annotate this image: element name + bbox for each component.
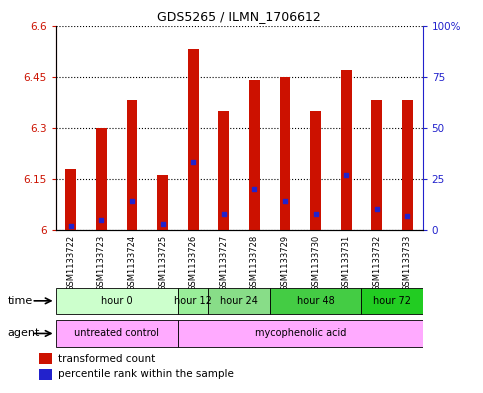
Text: GSM1133732: GSM1133732 (372, 234, 381, 291)
Text: GSM1133723: GSM1133723 (97, 234, 106, 291)
Bar (218, 111, 229, 230)
Point (251, 186, 258, 192)
Point (281, 198, 289, 204)
Bar (96, 128, 107, 230)
Text: GSM1133722: GSM1133722 (66, 234, 75, 290)
Text: GSM1133729: GSM1133729 (281, 234, 289, 290)
Text: mycophenolic acid: mycophenolic acid (255, 329, 346, 338)
Bar (371, 101, 382, 230)
Point (159, 220, 167, 227)
Bar (280, 77, 290, 230)
FancyBboxPatch shape (56, 288, 178, 314)
Text: untreated control: untreated control (74, 329, 159, 338)
Text: GSM1133725: GSM1133725 (158, 234, 167, 290)
Text: GSM1133730: GSM1133730 (311, 234, 320, 291)
FancyBboxPatch shape (270, 288, 361, 314)
Point (312, 210, 319, 217)
FancyBboxPatch shape (361, 288, 423, 314)
Bar (66, 169, 76, 230)
FancyBboxPatch shape (56, 320, 178, 347)
Text: transformed count: transformed count (58, 354, 155, 364)
Bar (310, 111, 321, 230)
Bar (39, 369, 52, 380)
Bar (402, 101, 412, 230)
Text: GSM1133728: GSM1133728 (250, 234, 259, 291)
Point (98, 217, 105, 223)
Point (220, 210, 227, 217)
Text: percentile rank within the sample: percentile rank within the sample (58, 369, 234, 379)
Bar (157, 175, 168, 230)
Text: hour 48: hour 48 (297, 296, 334, 306)
Point (373, 206, 381, 213)
Bar (188, 50, 199, 230)
Text: GSM1133726: GSM1133726 (189, 234, 198, 291)
Point (128, 198, 136, 204)
Bar (39, 353, 52, 364)
Bar (249, 80, 260, 230)
Point (189, 159, 197, 165)
Text: GSM1133724: GSM1133724 (128, 234, 137, 290)
FancyBboxPatch shape (178, 320, 423, 347)
Text: GSM1133733: GSM1133733 (403, 234, 412, 291)
Text: GSM1133727: GSM1133727 (219, 234, 228, 291)
FancyBboxPatch shape (178, 288, 209, 314)
Point (403, 213, 411, 219)
Text: hour 12: hour 12 (174, 296, 212, 306)
Text: time: time (7, 296, 32, 306)
FancyBboxPatch shape (209, 288, 270, 314)
Text: hour 0: hour 0 (101, 296, 132, 306)
Text: hour 24: hour 24 (220, 296, 258, 306)
Point (67, 223, 75, 229)
Text: GSM1133731: GSM1133731 (341, 234, 351, 291)
Text: hour 72: hour 72 (373, 296, 411, 306)
Bar (127, 101, 137, 230)
Text: agent: agent (7, 329, 40, 338)
Text: GDS5265 / ILMN_1706612: GDS5265 / ILMN_1706612 (157, 10, 321, 23)
Bar (341, 70, 352, 230)
Point (342, 172, 350, 178)
